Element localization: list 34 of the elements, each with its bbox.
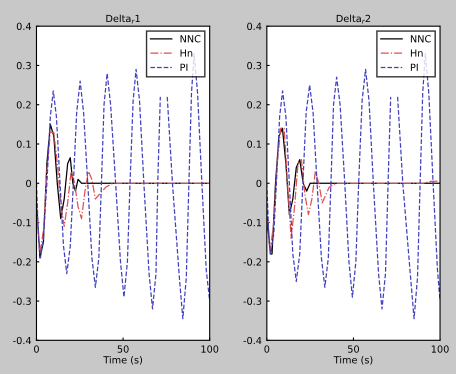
y-tick-label: 0.3 xyxy=(247,62,262,70)
legend-label: NNC xyxy=(410,35,431,42)
x-tick-label: 0 xyxy=(34,345,39,353)
legend-label: Hn xyxy=(410,50,423,57)
y-tick-label: 0.4 xyxy=(16,22,32,30)
x-tick-label: 100 xyxy=(432,345,449,353)
y-tick-label: -0.1 xyxy=(243,219,262,226)
y-tick-label: -0.4 xyxy=(13,336,32,344)
y-tick-label: 0.2 xyxy=(247,101,262,109)
chart-title: Delta$_{r}$1 xyxy=(106,14,140,24)
y-tick-label: -0.2 xyxy=(13,258,31,266)
x-tick-label: 50 xyxy=(118,345,129,353)
chart-title: Delta$_{r}$2 xyxy=(336,14,370,24)
y-tick-label: 0.1 xyxy=(247,140,262,148)
x-tick-label: 0 xyxy=(264,345,270,353)
x-axis-title: Time (s) xyxy=(103,356,142,365)
y-tick-label: 0.1 xyxy=(16,140,31,148)
y-tick-label: 0 xyxy=(26,180,31,188)
legend-label: PI xyxy=(180,64,188,71)
y-tick-label: -0.3 xyxy=(243,298,262,305)
y-tick-label: 0.4 xyxy=(247,22,262,30)
y-tick-label: -0.1 xyxy=(13,219,31,226)
y-tick-label: 0.2 xyxy=(16,101,31,109)
y-tick-label: -0.4 xyxy=(243,336,262,344)
x-axis-title: Time (s) xyxy=(334,356,372,365)
legend-label: PI xyxy=(410,64,418,71)
y-tick-label: -0.2 xyxy=(243,258,262,266)
legend-label: Hn xyxy=(180,50,192,57)
x-tick-label: 100 xyxy=(201,345,218,353)
y-tick-label: 0 xyxy=(256,180,262,188)
x-tick-label: 50 xyxy=(348,345,359,353)
y-tick-label: 0.3 xyxy=(16,62,31,70)
legend-label: NNC xyxy=(180,35,200,42)
y-tick-label: -0.3 xyxy=(13,298,31,305)
